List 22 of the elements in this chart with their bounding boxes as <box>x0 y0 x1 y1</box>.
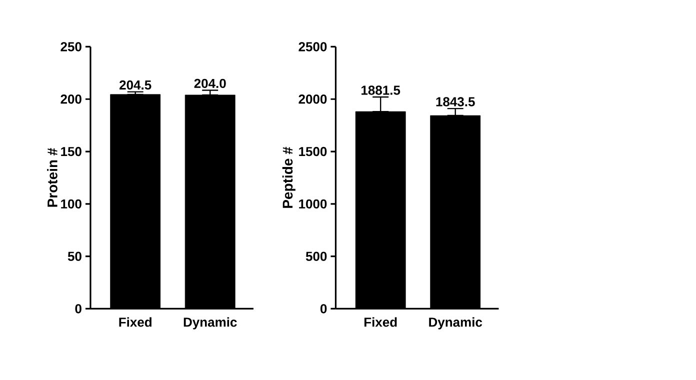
y-tick-label: 150 <box>61 146 82 156</box>
y-tick-label: 1500 <box>299 146 327 156</box>
y-tick-label: 100 <box>61 199 82 209</box>
x-tick-label: Fixed <box>364 317 397 327</box>
data-label: 1843.5 <box>436 97 475 106</box>
y-tick-label: 50 <box>68 252 82 261</box>
data-label: 204.0 <box>194 78 226 88</box>
y-tick-label: 200 <box>60 94 82 104</box>
x-tick-label: Fixed <box>119 317 152 327</box>
y-tick-label: 0 <box>320 304 327 314</box>
x-tick-label: Dynamic <box>184 317 237 330</box>
y-tick-label: 0 <box>75 304 82 314</box>
x-tick-label: Dynamic <box>429 317 482 330</box>
data-label: 204.5 <box>120 80 152 90</box>
y-axis-title: Peptide # <box>282 146 296 208</box>
y-tick-label: 2000 <box>298 94 327 104</box>
y-tick-label: 1000 <box>299 199 327 209</box>
y-tick-label: 250 <box>60 42 82 52</box>
y-tick-label: 500 <box>306 252 327 261</box>
y-axis-title: Protein # <box>47 148 58 207</box>
y-tick-label: 2500 <box>298 42 327 52</box>
data-label: 1881.5 <box>362 86 400 95</box>
